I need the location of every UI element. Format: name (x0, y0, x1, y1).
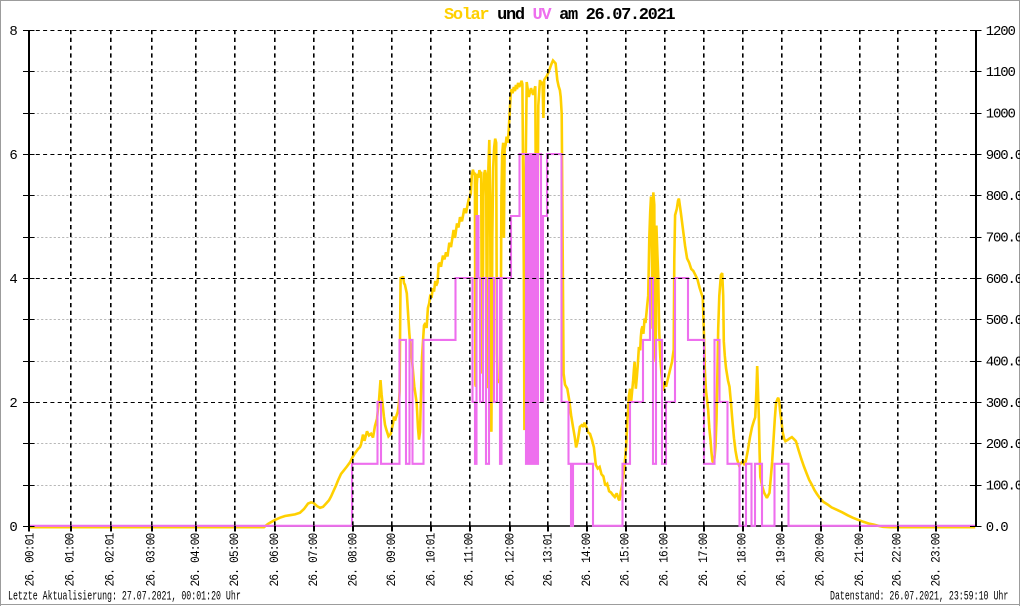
svg-text:26. 16:00: 26. 16:00 (657, 533, 672, 587)
svg-text:26. 17:00: 26. 17:00 (696, 533, 711, 587)
svg-text:Datenstand: 26.07.2021, 23:59:: Datenstand: 26.07.2021, 23:59:10 Uhr (830, 590, 1008, 604)
svg-text:0.0: 0.0 (986, 520, 1009, 536)
svg-text:26. 06:00: 26. 06:00 (267, 533, 282, 587)
svg-text:4: 4 (9, 272, 17, 288)
svg-text:400.0: 400.0 (986, 355, 1020, 371)
svg-text:26. 00:01: 26. 00:01 (23, 533, 38, 587)
svg-text:700.0: 700.0 (986, 231, 1020, 247)
svg-text:0: 0 (9, 520, 17, 536)
svg-text:800.0: 800.0 (986, 189, 1020, 205)
svg-text:100.0: 100.0 (986, 479, 1020, 495)
svg-text:26. 11:00: 26. 11:00 (462, 533, 477, 587)
svg-text:26. 09:00: 26. 09:00 (384, 533, 399, 587)
svg-text:26. 05:00: 26. 05:00 (227, 533, 242, 587)
svg-text:2: 2 (9, 396, 17, 412)
svg-text:26. 20:00: 26. 20:00 (813, 533, 828, 587)
svg-text:26. 02:01: 26. 02:01 (103, 533, 118, 587)
svg-text:26. 03:00: 26. 03:00 (144, 533, 159, 587)
svg-text:900.0: 900.0 (986, 148, 1020, 164)
svg-text:600.0: 600.0 (986, 272, 1020, 288)
svg-text:26. 14:00: 26. 14:00 (579, 533, 594, 587)
svg-text:26. 10:01: 26. 10:01 (424, 533, 439, 587)
svg-text:26. 23:00: 26. 23:00 (929, 533, 944, 587)
svg-text:Solar und UV am 26.07.2021: Solar und UV am 26.07.2021 (444, 6, 675, 25)
svg-text:300.0: 300.0 (986, 396, 1020, 412)
svg-text:26. 12:00: 26. 12:00 (503, 533, 518, 587)
svg-text:200.0: 200.0 (986, 437, 1020, 453)
svg-text:1100: 1100 (986, 65, 1016, 81)
svg-text:26. 07:00: 26. 07:00 (306, 533, 321, 587)
svg-text:26. 08:00: 26. 08:00 (346, 533, 361, 587)
svg-text:26. 15:00: 26. 15:00 (618, 533, 633, 587)
svg-text:26. 19:00: 26. 19:00 (774, 533, 789, 587)
svg-text:Letzte Aktualisierung: 27.07.2: Letzte Aktualisierung: 27.07.2021, 00:01… (8, 590, 241, 604)
svg-text:8: 8 (9, 24, 17, 40)
svg-text:6: 6 (9, 148, 17, 164)
svg-text:26. 22:00: 26. 22:00 (890, 533, 905, 587)
svg-text:26. 13:01: 26. 13:01 (541, 533, 556, 587)
svg-text:26. 18:00: 26. 18:00 (735, 533, 750, 587)
svg-text:26. 21:00: 26. 21:00 (852, 533, 867, 587)
svg-text:26. 04:00: 26. 04:00 (188, 533, 203, 587)
svg-text:26. 01:00: 26. 01:00 (63, 533, 78, 587)
svg-text:1000: 1000 (986, 107, 1016, 123)
svg-text:1200: 1200 (986, 24, 1016, 40)
svg-text:500.0: 500.0 (986, 313, 1020, 329)
